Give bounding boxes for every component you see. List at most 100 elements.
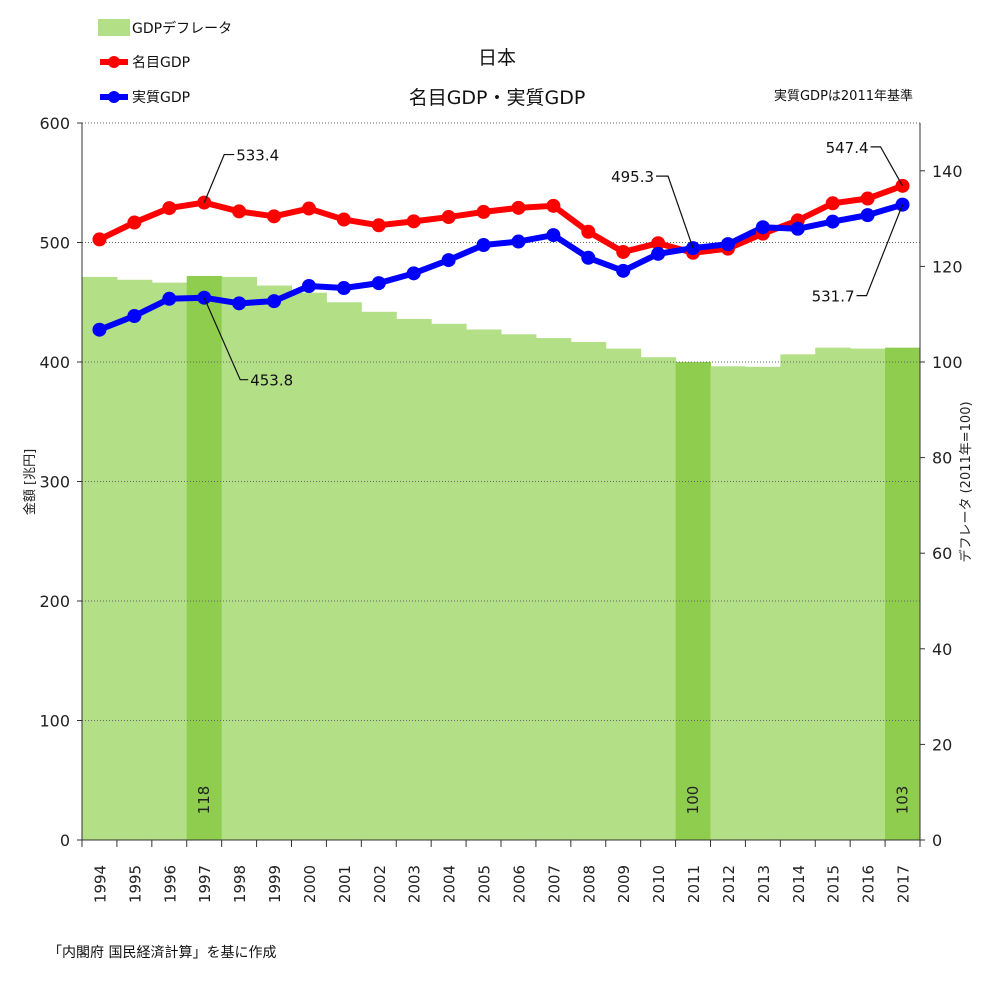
annotation-leader-nominal-2017: [870, 146, 904, 187]
x-tick-label-2000: 2000: [301, 865, 319, 903]
x-tick-label-2016: 2016: [860, 865, 878, 903]
chart-title: 日本: [478, 47, 516, 69]
point-nominal-2007: [546, 198, 561, 213]
right-tick-label-80: 80: [932, 449, 952, 468]
x-tick-label-1996: 1996: [161, 865, 179, 903]
point-nominal-2004: [441, 210, 456, 225]
x-tick-label-2003: 2003: [406, 865, 424, 903]
deflator-bar-2002: [361, 311, 397, 840]
x-tick-label-1998: 1998: [231, 865, 249, 903]
point-nominal-1999: [267, 209, 282, 224]
x-tick-label-2005: 2005: [476, 865, 494, 903]
right-tick-label-60: 60: [932, 544, 952, 563]
x-tick-label-2014: 2014: [790, 865, 808, 903]
point-real-1996: [162, 291, 177, 306]
x-tick-label-2006: 2006: [510, 865, 528, 903]
point-real-2005: [476, 238, 491, 253]
annotation-leader-real-1997: [203, 297, 249, 381]
deflator-bar-2004: [431, 323, 467, 840]
bar-value-label-1997: 118: [195, 786, 213, 815]
chart-subtitle: 名目GDP・実質GDP: [409, 87, 586, 109]
deflator-bar-1997: [186, 275, 223, 841]
point-real-2015: [825, 214, 840, 229]
deflator-bar-2012: [710, 366, 746, 840]
point-real-2006: [511, 234, 526, 249]
point-nominal-1996: [162, 201, 177, 216]
point-nominal-1994: [92, 232, 107, 247]
right-tick-label-100: 100: [932, 353, 963, 372]
left-tick-label-500: 500: [39, 234, 70, 253]
annotations: 533.4 453.8 495.3 547.4 531.7: [203, 139, 904, 390]
left-tick-label-300: 300: [39, 473, 70, 492]
deflator-bar-2001: [326, 302, 362, 840]
point-nominal-2006: [511, 200, 526, 215]
point-nominal-2003: [406, 214, 421, 229]
deflator-bar-2014: [780, 354, 816, 840]
x-tick-label-2009: 2009: [615, 865, 633, 903]
right-tick-label-40: 40: [932, 640, 952, 659]
point-real-2010: [651, 246, 666, 261]
deflator-bar-2010: [640, 357, 677, 840]
x-tick-label-2004: 2004: [441, 865, 459, 903]
annotation-label-nominal-1997: 533.4: [236, 147, 279, 165]
x-tick-label-2007: 2007: [545, 865, 563, 903]
deflator-bar-2005: [466, 329, 502, 840]
series-lines: [92, 178, 910, 337]
x-tick-label-2001: 2001: [336, 865, 354, 903]
deflator-bar-2003: [396, 318, 432, 841]
x-tick-label-1995: 1995: [126, 865, 144, 903]
point-nominal-1995: [127, 215, 142, 230]
point-real-1999: [267, 294, 282, 309]
point-real-2007: [546, 228, 561, 243]
deflator-bar-2009: [605, 348, 642, 840]
deflator-bar-2011: [675, 362, 711, 840]
bar-value-label-2011: 100: [684, 786, 702, 815]
point-real-2012: [720, 237, 735, 252]
x-tick-label-1994: 1994: [91, 865, 109, 903]
annotation-label-nominal-2017: 547.4: [826, 139, 869, 157]
point-real-2001: [336, 281, 351, 296]
legend: GDPデフレータ 名目GDP 実質GDP: [98, 19, 232, 106]
legend-label-deflator: GDPデフレータ: [132, 20, 232, 37]
point-real-2004: [441, 253, 456, 268]
legend-swatch-deflator: [98, 19, 130, 36]
x-tick-label-2011: 2011: [685, 865, 703, 903]
bar-value-label-2017: 103: [894, 786, 912, 815]
legend-label-nominal: 名目GDP: [132, 55, 190, 71]
point-nominal-2000: [301, 201, 316, 216]
deflator-bar-1994: [82, 276, 118, 840]
x-tick-label-2012: 2012: [720, 865, 738, 903]
deflator-bar-2007: [535, 338, 572, 840]
point-nominal-2010: [651, 236, 666, 251]
axes: 0 100 200 300 400 500 600 0 20 40 60 80 100 120 140 199…: [39, 114, 962, 903]
deflator-bar-1995: [116, 279, 153, 840]
right-tick-label-140: 140: [932, 162, 963, 181]
deflator-bar-2016: [850, 348, 886, 840]
point-real-1995: [127, 308, 142, 323]
left-tick-label-0: 0: [60, 831, 70, 850]
point-real-2008: [581, 250, 596, 265]
right-tick-label-120: 120: [932, 257, 963, 276]
point-nominal-2009: [616, 244, 631, 259]
deflator-bar-2000: [291, 292, 327, 840]
legend-marker-nominal: [108, 56, 120, 68]
deflator-bar-2013: [745, 366, 781, 840]
point-nominal-2002: [371, 218, 386, 233]
right-tick-label-20: 20: [932, 735, 952, 754]
deflator-bar-1999: [256, 285, 292, 840]
point-nominal-2005: [476, 204, 491, 219]
deflator-bar-1996: [151, 282, 188, 841]
point-real-2016: [860, 208, 875, 223]
deflator-bar-1998: [221, 276, 258, 840]
annotation-label-real-2017: 531.7: [812, 288, 855, 306]
annotation-label-real-2011: 495.3: [611, 168, 654, 186]
x-tick-label-1997: 1997: [196, 865, 214, 903]
legend-marker-real: [108, 91, 120, 103]
x-tick-label-2015: 2015: [825, 865, 843, 903]
deflator-bars: 118 100 103: [82, 275, 921, 841]
left-tick-label-600: 600: [39, 114, 70, 133]
source-note: 「内閣府 国民経済計算」を基に作成: [48, 944, 276, 961]
point-real-2009: [616, 263, 631, 278]
x-tick-label-2017: 2017: [895, 865, 913, 903]
